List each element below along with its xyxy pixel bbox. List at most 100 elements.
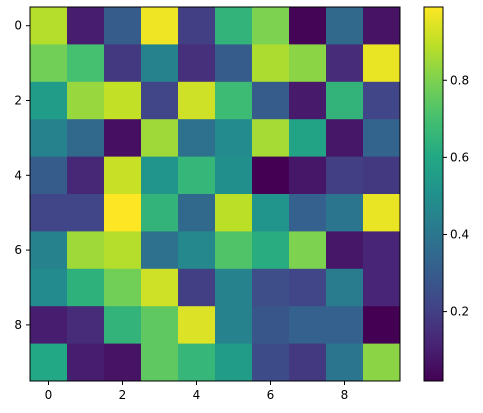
heatmap-cell-r0-c4 — [178, 7, 216, 45]
heatmap-cell-r3-c0 — [30, 119, 68, 157]
heatmap-cell-r2-c7 — [289, 81, 327, 120]
colorbar-tick-label: 0.6 — [450, 150, 469, 164]
heatmap-cell-r2-c1 — [67, 81, 105, 120]
heatmap-cell-r1-c9 — [363, 44, 401, 83]
heatmap-cell-r6-c2 — [104, 231, 142, 270]
heatmap-cells — [30, 7, 401, 382]
colorbar-tick-label: 0.2 — [450, 305, 469, 319]
heatmap-cell-r3-c9 — [363, 119, 401, 157]
heatmap-cell-r5-c4 — [178, 194, 216, 232]
heatmap-cell-r4-c1 — [67, 156, 105, 195]
heatmap-cell-r9-c6 — [252, 343, 290, 382]
heatmap-cell-r0-c8 — [326, 7, 364, 45]
heatmap-cell-r8-c6 — [252, 306, 290, 344]
heatmap-cell-r5-c3 — [141, 194, 179, 232]
heatmap-cell-r6-c6 — [252, 231, 290, 270]
colorbar-frame — [423, 6, 444, 382]
heatmap-cell-r3-c6 — [252, 119, 290, 157]
x-tick-label: 2 — [119, 388, 127, 402]
heatmap-cell-r4-c0 — [30, 156, 68, 195]
heatmap-cell-r3-c4 — [178, 119, 216, 157]
heatmap-cell-r5-c6 — [252, 194, 290, 232]
heatmap-cell-r5-c7 — [289, 194, 327, 232]
plot-frame — [29, 6, 401, 382]
heatmap-cell-r1-c6 — [252, 44, 290, 83]
heatmap-cell-r4-c2 — [104, 156, 142, 195]
heatmap-cell-r4-c5 — [215, 156, 253, 195]
heatmap-cell-r6-c4 — [178, 231, 216, 270]
x-tick-label: 8 — [341, 388, 349, 402]
heatmap-cell-r3-c7 — [289, 119, 327, 157]
heatmap-cell-r9-c0 — [30, 343, 68, 382]
heatmap-cell-r1-c3 — [141, 44, 179, 83]
heatmap-cell-r5-c9 — [363, 194, 401, 232]
heatmap-cell-r7-c3 — [141, 268, 179, 307]
heatmap-cell-r7-c8 — [326, 268, 364, 307]
heatmap-cell-r7-c1 — [67, 268, 105, 307]
heatmap-cell-r3-c2 — [104, 119, 142, 157]
heatmap-cell-r8-c4 — [178, 306, 216, 344]
heatmap-cell-r1-c0 — [30, 44, 68, 83]
heatmap-cell-r4-c9 — [363, 156, 401, 195]
heatmap-cell-r6-c1 — [67, 231, 105, 270]
heatmap-cell-r0-c5 — [215, 7, 253, 45]
heatmap-cell-r3-c5 — [215, 119, 253, 157]
heatmap-cell-r9-c1 — [67, 343, 105, 382]
heatmap-cell-r5-c0 — [30, 194, 68, 232]
heatmap-cell-r1-c8 — [326, 44, 364, 83]
heatmap-cell-r8-c2 — [104, 306, 142, 344]
heatmap-cell-r6-c8 — [326, 231, 364, 270]
y-tick-label: 2 — [14, 94, 22, 108]
heatmap-cell-r2-c8 — [326, 81, 364, 120]
colorbar — [424, 7, 443, 381]
heatmap-cell-r2-c3 — [141, 81, 179, 120]
heatmap-cell-r6-c9 — [363, 231, 401, 270]
heatmap-cell-r9-c3 — [141, 343, 179, 382]
x-tick-label: 4 — [193, 388, 201, 402]
heatmap-cell-r4-c6 — [252, 156, 290, 195]
heatmap-cell-r1-c1 — [67, 44, 105, 83]
heatmap-cell-r0-c7 — [289, 7, 327, 45]
heatmap-cell-r2-c5 — [215, 81, 253, 120]
heatmap-cell-r7-c5 — [215, 268, 253, 307]
colorbar-axis: 0.2 0.4 0.6 0.8 — [443, 73, 469, 319]
heatmap-cell-r4-c4 — [178, 156, 216, 195]
heatmap-cell-r9-c4 — [178, 343, 216, 382]
heatmap-cell-r2-c0 — [30, 81, 68, 120]
y-tick-label: 8 — [14, 318, 22, 332]
heatmap-cell-r8-c8 — [326, 306, 364, 344]
heatmap-cell-r9-c5 — [215, 343, 253, 382]
x-tick-label: 0 — [45, 388, 53, 402]
heatmap-cell-r8-c5 — [215, 306, 253, 344]
heatmap-cell-r6-c0 — [30, 231, 68, 270]
heatmap-cell-r4-c3 — [141, 156, 179, 195]
colorbar-tick-label: 0.8 — [450, 73, 469, 87]
heatmap-cell-r9-c9 — [363, 343, 401, 382]
heatmap-cell-r0-c6 — [252, 7, 290, 45]
heatmap-cell-r9-c7 — [289, 343, 327, 382]
heatmap-cell-r1-c4 — [178, 44, 216, 83]
heatmap-cell-r9-c2 — [104, 343, 142, 382]
heatmap-cell-r3-c8 — [326, 119, 364, 157]
y-axis: 0 2 4 6 8 — [14, 19, 30, 332]
y-tick-label: 4 — [14, 168, 22, 182]
heatmap-cell-r0-c2 — [104, 7, 142, 45]
y-tick-label: 6 — [14, 243, 22, 257]
heatmap-cell-r1-c7 — [289, 44, 327, 83]
heatmap-cell-r7-c9 — [363, 268, 401, 307]
heatmap-cell-r3-c1 — [67, 119, 105, 157]
heatmap-cell-r6-c7 — [289, 231, 327, 270]
heatmap-cell-r4-c8 — [326, 156, 364, 195]
x-tick-label: 6 — [267, 388, 275, 402]
heatmap-cell-r5-c8 — [326, 194, 364, 232]
heatmap-cell-r2-c9 — [363, 81, 401, 120]
heatmap-cell-r8-c1 — [67, 306, 105, 344]
heatmap-cell-r5-c1 — [67, 194, 105, 232]
y-tick-label: 0 — [14, 19, 22, 33]
heatmap-cell-r1-c5 — [215, 44, 253, 83]
heatmap-cell-r6-c3 — [141, 231, 179, 270]
heatmap-cell-r0-c1 — [67, 7, 105, 45]
heatmap-cell-r7-c4 — [178, 268, 216, 307]
heatmap-cell-r9-c8 — [326, 343, 364, 382]
heatmap-cell-r0-c9 — [363, 7, 401, 45]
